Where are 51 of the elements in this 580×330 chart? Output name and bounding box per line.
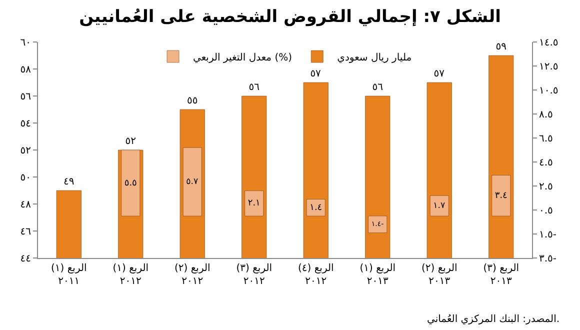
data-label: ٥٥	[187, 96, 198, 106]
chart-title: الشكل ٧: إجمالي القروض الشخصية على العُمانيين	[79, 6, 501, 27]
y-tick-label: ٤٦	[20, 226, 31, 238]
data-label: ٢.١	[248, 198, 260, 209]
x-tick-label: الربع (٢) ٢٠١٣	[421, 263, 458, 287]
y-tick-label: ٥٠	[20, 172, 31, 184]
y2-tick-label: ١٤.٥	[539, 38, 558, 48]
y-tick-label: ٤٨	[20, 200, 32, 210]
y2-tick-label: ٠.٥	[539, 206, 553, 216]
bar	[244, 190, 264, 216]
y-tick-label: ٥٢	[20, 146, 31, 156]
y-tick-label: ٥٨	[20, 64, 32, 76]
x-tick-label: الربع (٢) ٢٠١٢	[174, 263, 210, 287]
x-tick-label: الربع (١) ٢٠١٣	[360, 263, 396, 287]
legend-label: معدل التغير الربعي (%)	[193, 52, 292, 64]
data-label: ٣.٤	[494, 190, 508, 201]
y2-tick-label: -١.٥	[539, 230, 557, 240]
x-tick-label: الربع (١) ٢٠١٢	[112, 263, 149, 287]
data-label: ٤٩	[64, 176, 74, 188]
y-tick-label: ٤٤	[20, 254, 31, 264]
x-tick-label: الربع (٣) ٢٠١٢	[236, 263, 272, 287]
y-tick-label: ٦٠	[20, 38, 31, 48]
y2-tick-label: ١٠.٥	[539, 86, 558, 96]
y-tick-label: ٥٦	[20, 92, 31, 102]
y2-tick-label: ٦.٥	[539, 134, 553, 144]
bar	[182, 147, 202, 216]
x-tick-label: الربع (٣) ٢٠١٣	[483, 263, 520, 287]
y2-tick-label: ٤.٥	[539, 158, 553, 168]
y2-tick-label: -٣.٥	[539, 254, 557, 264]
bar	[368, 216, 388, 234]
data-label: ٥٢	[125, 136, 136, 147]
data-label: ٥٧	[310, 68, 322, 80]
x-tick-label: الربع (٤) ٢٠١٢	[298, 263, 334, 287]
data-label: ١.٤	[310, 202, 322, 213]
data-label: ٥.٧	[186, 176, 198, 187]
data-label: ٥٦	[372, 82, 383, 93]
y2-tick-label: ٨.٥	[539, 110, 553, 120]
data-label: ٥٦	[248, 82, 260, 93]
y2-tick-label: ٢.٥	[539, 182, 553, 192]
legend-label: مليار ريال سعودي	[337, 52, 412, 64]
data-label: ١.٧	[433, 200, 446, 211]
y2-tick-label: ١٢.٥	[539, 62, 558, 72]
x-tick-label: الربع (١) ٢٠١١	[50, 263, 87, 287]
text: المصدر: البنك المركزي العُماني.	[427, 314, 560, 326]
bar	[430, 195, 449, 216]
data-label: ٥.٥	[124, 178, 138, 188]
data-label: ٥٩	[496, 42, 507, 52]
bar	[306, 198, 326, 216]
bar	[492, 174, 511, 216]
data-label: ٥٧	[434, 68, 446, 80]
y-tick-label: ٥٤	[20, 118, 31, 130]
